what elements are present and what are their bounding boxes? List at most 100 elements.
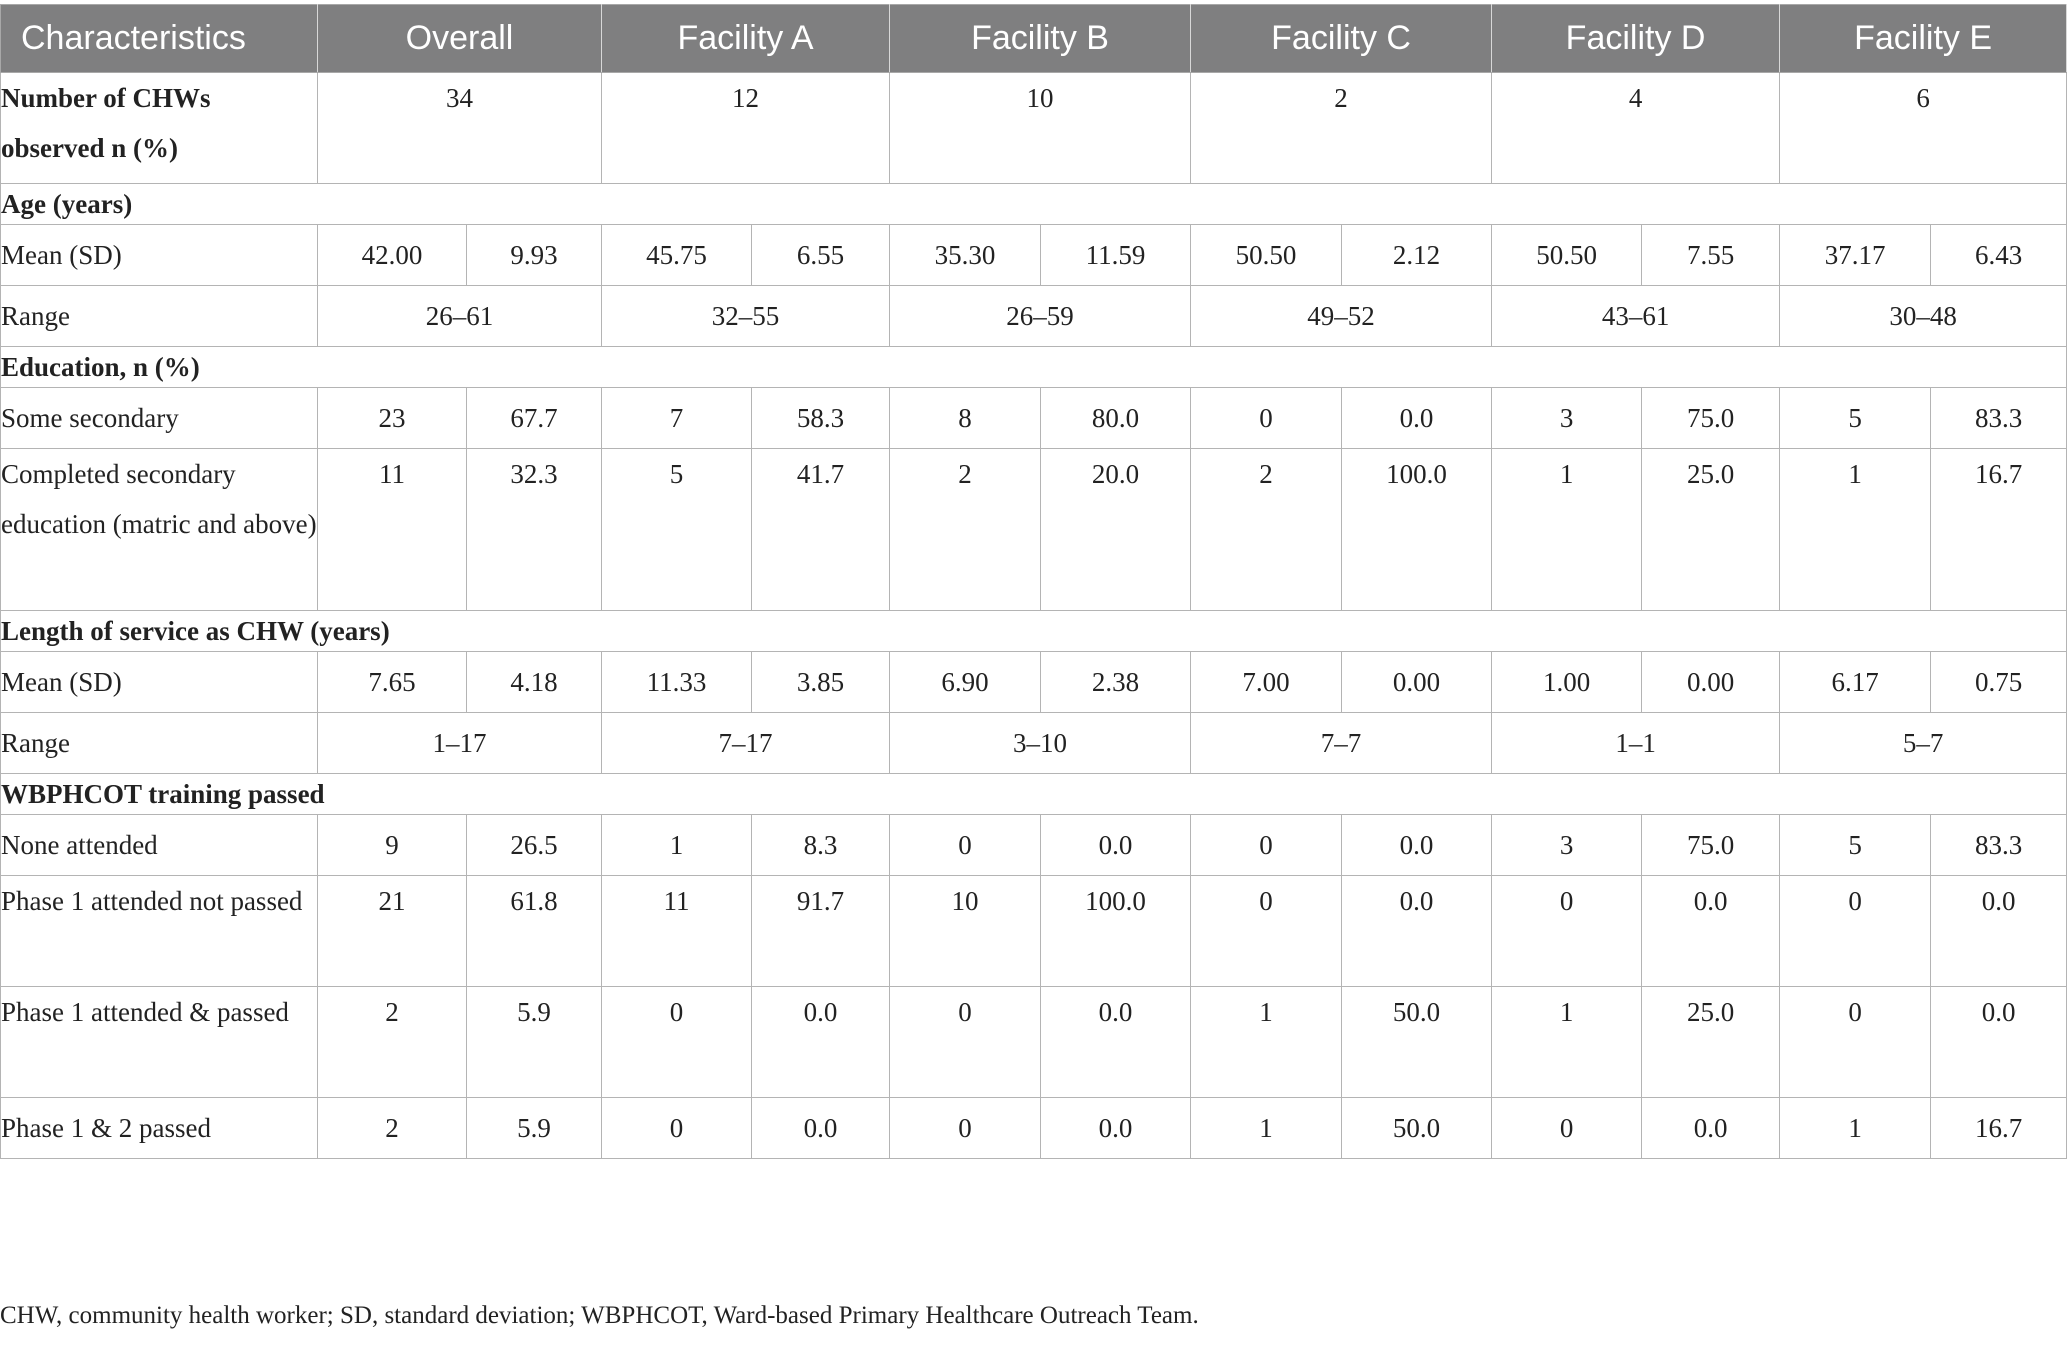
- table-row-age-mean: Mean (SD) 42.00 9.93 45.75 6.55 35.30 11…: [0, 224, 2068, 286]
- cell: 37.17: [1779, 224, 1932, 286]
- cell: 7–7: [1190, 712, 1493, 774]
- cell: 0.0: [1930, 875, 2068, 987]
- cell: 0.75: [1930, 651, 2068, 713]
- cell: 7.65: [317, 651, 467, 713]
- header-facility-e: Facility E: [1779, 4, 2068, 73]
- table-row-completed-secondary: Completed secondary education (matric an…: [0, 448, 2068, 611]
- cell: 6.17: [1779, 651, 1932, 713]
- cell: 32.3: [465, 448, 603, 611]
- cell: 100.0: [1040, 875, 1192, 987]
- header-characteristics: Characteristics: [0, 4, 318, 73]
- cell: 0: [889, 986, 1042, 1098]
- cell: 0: [601, 1097, 753, 1159]
- header-facility-d: Facility D: [1491, 4, 1781, 73]
- cell: 5.9: [465, 1097, 603, 1159]
- cell: 1: [1190, 986, 1343, 1098]
- table-row-phase1-not-passed: Phase 1 attended not passed 21 61.8 11 9…: [0, 875, 2068, 987]
- cell: 6.90: [889, 651, 1042, 713]
- header-row: Characteristics Overall Facility A Facil…: [0, 4, 2068, 73]
- cell: 1: [601, 814, 753, 876]
- row-label: Mean (SD): [0, 651, 318, 713]
- cell: 83.3: [1930, 814, 2068, 876]
- cell: 11.59: [1040, 224, 1192, 286]
- cell: 75.0: [1641, 814, 1781, 876]
- cell: 50.50: [1491, 224, 1643, 286]
- cell: 5: [601, 448, 753, 611]
- cell: 0: [889, 1097, 1042, 1159]
- cell: 2: [317, 1097, 467, 1159]
- cell: 1: [1491, 986, 1643, 1098]
- table-row-age-range: Range 26–61 32–55 26–59 49–52 43–61 30–4…: [0, 285, 2068, 347]
- cell: 10: [889, 875, 1042, 987]
- cell: 0: [1779, 875, 1932, 987]
- cell: 0.0: [1930, 986, 2068, 1098]
- cell: 8.3: [751, 814, 891, 876]
- cell: 61.8: [465, 875, 603, 987]
- header-facility-c: Facility C: [1190, 4, 1493, 73]
- cell: 2.12: [1341, 224, 1493, 286]
- table-footnote: CHW, community health worker; SD, standa…: [0, 1302, 1199, 1329]
- cell: 2.38: [1040, 651, 1192, 713]
- cell: 50.0: [1341, 986, 1493, 1098]
- cell: 0: [1491, 1097, 1643, 1159]
- cell: 75.0: [1641, 387, 1781, 449]
- cell: 7.00: [1190, 651, 1343, 713]
- cell: 5: [1779, 814, 1932, 876]
- cell-facility-a: 12: [601, 72, 891, 184]
- cell: 3.85: [751, 651, 891, 713]
- cell: 16.7: [1930, 1097, 2068, 1159]
- section-row-education: Education, n (%): [0, 346, 2068, 388]
- cell: 58.3: [751, 387, 891, 449]
- row-label: Range: [0, 712, 318, 774]
- cell: 0: [1190, 814, 1343, 876]
- cell: 0.0: [1641, 1097, 1781, 1159]
- cell: 41.7: [751, 448, 891, 611]
- cell: 49–52: [1190, 285, 1493, 347]
- cell: 16.7: [1930, 448, 2068, 611]
- cell: 1–17: [316, 712, 603, 774]
- table-row-phase1-passed: Phase 1 attended & passed 2 5.9 0 0.0 0 …: [0, 986, 2068, 1098]
- row-label: Completed secondary education (matric an…: [0, 448, 318, 611]
- cell: 1: [1190, 1097, 1343, 1159]
- cell: 35.30: [889, 224, 1042, 286]
- cell: 32–55: [601, 285, 891, 347]
- section-row-age: Age (years): [0, 183, 2068, 225]
- cell: 91.7: [751, 875, 891, 987]
- cell: 23: [317, 387, 467, 449]
- characteristics-table: Characteristics Overall Facility A Facil…: [0, 4, 2068, 1159]
- cell: 0.0: [751, 986, 891, 1098]
- header-overall: Overall: [316, 4, 603, 73]
- cell: 0.0: [1341, 387, 1493, 449]
- cell: 21: [317, 875, 467, 987]
- table-row-service-range: Range 1–17 7–17 3–10 7–7 1–1 5–7: [0, 712, 2068, 774]
- cell-facility-b: 10: [889, 72, 1192, 184]
- cell: 26.5: [465, 814, 603, 876]
- header-facility-b: Facility B: [889, 4, 1192, 73]
- cell: 5.9: [465, 986, 603, 1098]
- cell: 25.0: [1641, 986, 1781, 1098]
- cell: 11: [317, 448, 467, 611]
- cell: 6.55: [751, 224, 891, 286]
- section-row-service: Length of service as CHW (years): [0, 610, 2068, 652]
- table-row-some-secondary: Some secondary 23 67.7 7 58.3 8 80.0 0 0…: [0, 387, 2068, 449]
- cell: 30–48: [1779, 285, 2068, 347]
- cell: 67.7: [465, 387, 603, 449]
- header-facility-a: Facility A: [601, 4, 891, 73]
- row-label: Phase 1 attended not passed: [0, 875, 318, 987]
- cell: 25.0: [1641, 448, 1781, 611]
- cell: 80.0: [1040, 387, 1192, 449]
- cell: 4.18: [465, 651, 603, 713]
- section-title: Age (years): [0, 183, 2068, 225]
- cell: 9.93: [465, 224, 603, 286]
- cell: 0: [1190, 387, 1343, 449]
- cell: 1: [1779, 448, 1932, 611]
- cell: 9: [317, 814, 467, 876]
- cell: 26–59: [889, 285, 1192, 347]
- cell: 5: [1779, 387, 1932, 449]
- cell: 3–10: [889, 712, 1192, 774]
- cell: 0.0: [751, 1097, 891, 1159]
- cell: 1.00: [1491, 651, 1643, 713]
- cell: 7–17: [601, 712, 891, 774]
- cell: 11.33: [601, 651, 753, 713]
- row-label: None attended: [0, 814, 318, 876]
